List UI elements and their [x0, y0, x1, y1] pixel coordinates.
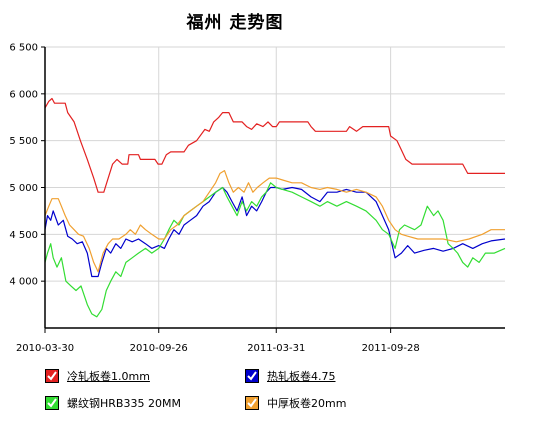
legend-item-cold-rolled[interactable]: 冷轧板卷1.0mm	[45, 368, 150, 384]
series-line-cold-rolled	[44, 97, 505, 193]
chart-legend: 冷轧板卷1.0mm 热轧板卷4.75 螺纹钢HRB335 20MM 中厚板卷20…	[0, 362, 544, 421]
y-tick-label: 6 000	[9, 89, 38, 100]
legend-label-medium-plate[interactable]: 中厚板卷20mm	[267, 397, 347, 410]
legend-item-hot-rolled[interactable]: 热轧板卷4.75	[245, 368, 336, 384]
checkmark-icon	[47, 398, 57, 408]
line-chart: 6 500 6 000 5 500 5 000 4 500 4 000 2010-03-30…	[9, 43, 506, 354]
y-tick-label: 6 500	[9, 43, 38, 54]
y-tick-label: 5 500	[9, 136, 38, 147]
checkbox-rebar[interactable]	[45, 396, 59, 410]
y-tick-label: 5 000	[9, 183, 38, 194]
checkmark-icon	[47, 371, 57, 381]
series-line-hot-rolled	[44, 186, 506, 278]
series-line-medium-plate	[44, 170, 505, 273]
y-tick-label: 4 000	[9, 277, 38, 288]
chart-title: 福州 走势图	[186, 13, 284, 33]
legend-label-cold-rolled[interactable]: 冷轧板卷1.0mm	[67, 370, 150, 383]
y-tick-label: 4 500	[9, 230, 38, 241]
legend-item-medium-plate[interactable]: 中厚板卷20mm	[245, 395, 346, 411]
x-tick-label: 2010-03-30	[16, 343, 74, 354]
checkbox-cold-rolled[interactable]	[45, 369, 59, 383]
checkbox-medium-plate[interactable]	[245, 396, 259, 410]
checkmark-icon	[247, 398, 257, 408]
x-tick-label: 2010-09-26	[130, 343, 188, 354]
legend-label-hot-rolled[interactable]: 热轧板卷4.75	[267, 370, 336, 383]
series-line-rebar	[44, 182, 506, 318]
x-tick-label: 2011-09-28	[362, 343, 420, 354]
x-tick-label: 2011-03-31	[247, 343, 305, 354]
checkbox-hot-rolled[interactable]	[245, 369, 259, 383]
legend-item-rebar[interactable]: 螺纹钢HRB335 20MM	[45, 395, 181, 411]
legend-label-rebar[interactable]: 螺纹钢HRB335 20MM	[67, 397, 181, 410]
checkmark-icon	[247, 371, 257, 381]
